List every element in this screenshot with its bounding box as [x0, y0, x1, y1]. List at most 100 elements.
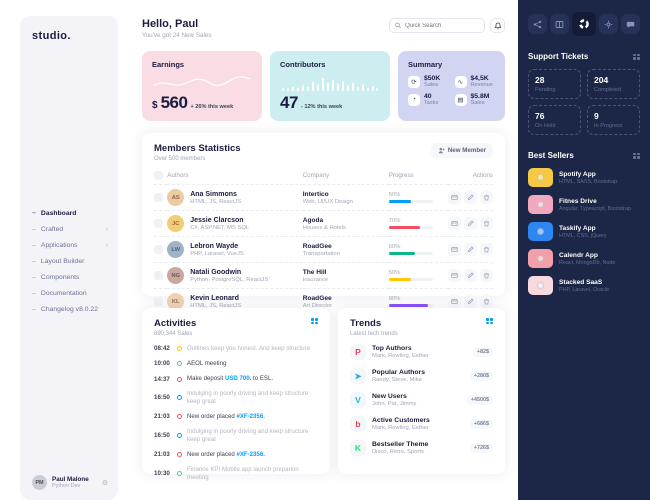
left-sidebar-wrap: studio. – Dashboard – Crafted › – Applicatio… — [0, 0, 130, 500]
activity-text: AEOL meeting — [187, 360, 227, 368]
gear-icon[interactable]: ⚙ — [101, 479, 108, 487]
view-button[interactable] — [448, 217, 461, 230]
search-input[interactable] — [405, 22, 479, 29]
new-users-brand-icon: V — [350, 392, 366, 408]
list-item[interactable]: V New Users John, Pat, Jimmy +4500$ — [350, 392, 493, 408]
activity-text: Indulging in poorly driving and keep str… — [187, 390, 309, 405]
chevron-right-icon: › — [105, 242, 108, 249]
new-member-button[interactable]: New Member — [430, 143, 493, 158]
contributors-value: 47 — [280, 93, 298, 112]
author-name[interactable]: Kevin Leonard — [190, 294, 239, 302]
row-checkbox[interactable] — [154, 245, 163, 254]
list-item[interactable]: ➤ Popular Authors Randy, Steve, Mike +280$ — [350, 368, 493, 384]
product-thumbnail — [528, 168, 553, 187]
list-item[interactable]: Fitnes Drive Angular, Typescript, Bootstr… — [528, 195, 640, 214]
delete-button[interactable] — [480, 269, 493, 282]
progress-bar — [388, 226, 433, 229]
view-button[interactable] — [448, 243, 461, 256]
activity-item: 10:00 AEOL meeting — [154, 360, 318, 368]
product-subtitle: PHP, Laravel, Oracle — [559, 286, 609, 293]
search-box[interactable] — [389, 18, 485, 33]
delete-button[interactable] — [480, 295, 493, 308]
activity-link[interactable]: #XF-2356. — [236, 450, 265, 458]
activity-link[interactable]: #XF-2356. — [236, 413, 265, 421]
edit-button[interactable] — [464, 269, 477, 282]
list-item[interactable]: Spotify App HTML, SASS, Bootstrap — [528, 168, 640, 187]
user-profile[interactable]: PM Paul Malone Python Dev ⚙ — [32, 475, 108, 490]
row-checkbox[interactable] — [154, 219, 163, 228]
column-company: Company — [302, 172, 330, 179]
row-checkbox[interactable] — [154, 297, 163, 306]
activities-subtitle: 890,344 Sales — [154, 331, 193, 337]
view-button[interactable] — [448, 191, 461, 204]
contributors-bar-sparkline — [282, 77, 378, 91]
activity-link[interactable]: USD 700. — [224, 375, 252, 383]
list-item[interactable]: K Bestseller Theme Disco, Retro, Sports +72… — [350, 440, 493, 456]
timeline-dot-icon — [177, 471, 182, 477]
contributors-card: Contributors 47 - 12% this week — [270, 51, 390, 121]
select-all-checkbox[interactable] — [154, 171, 163, 180]
author-name[interactable]: Ana Simmons — [190, 190, 237, 198]
settings-button[interactable] — [598, 14, 618, 34]
list-item[interactable]: Taskify App HTML, CSS, jQuery — [528, 222, 640, 241]
clock-icon: ◔ — [408, 93, 420, 106]
left-sidebar: studio. – Dashboard – Crafted › – Applicatio… — [20, 16, 118, 500]
list-item[interactable]: Calendr App React, MongoDb, Node — [528, 249, 640, 268]
row-checkbox[interactable] — [154, 271, 163, 280]
list-item[interactable]: b Active Customers Mark, Rowling, Esther +6… — [350, 416, 493, 432]
sidebar-item-dashboard[interactable]: – Dashboard — [32, 210, 108, 217]
sidebar-item-applications[interactable]: – Applications › — [32, 242, 108, 249]
edit-button[interactable] — [464, 191, 477, 204]
panel-menu-icon[interactable] — [633, 152, 640, 159]
sidebar-item-changelog[interactable]: – Changelog v8.0.22 — [32, 306, 108, 313]
sidebar-item-layout-builder[interactable]: – Layout Builder — [32, 258, 108, 265]
members-table: Authors Company Progress Actions AS Ana S… — [154, 168, 493, 314]
theme-button[interactable] — [572, 12, 596, 36]
summary-value: $50K — [424, 75, 441, 82]
contributors-title: Contributors — [280, 60, 326, 69]
donut-spinner-icon — [579, 19, 589, 29]
view-button[interactable] — [448, 269, 461, 282]
sidebar-item-documentation[interactable]: – Documentation — [32, 290, 108, 297]
list-item[interactable]: Stacked SaaS PHP, Laravel, Oracle — [528, 276, 640, 295]
company-name: The Hill — [302, 268, 327, 276]
earnings-sparkline — [153, 76, 251, 87]
delete-button[interactable] — [480, 217, 493, 230]
share-button[interactable] — [528, 14, 548, 34]
delete-button[interactable] — [480, 191, 493, 204]
author-name[interactable]: Lebron Wayde — [190, 242, 239, 250]
list-item[interactable]: P Top Authors Mark, Rowling, Esther +82$ — [350, 344, 493, 360]
edit-button[interactable] — [464, 217, 477, 230]
row-checkbox[interactable] — [154, 193, 163, 202]
layout-button[interactable] — [550, 14, 570, 34]
grid-icon: ▤ — [454, 93, 467, 106]
notifications-button[interactable] — [490, 18, 505, 33]
panel-menu-icon[interactable] — [486, 318, 493, 324]
timeline-dot-icon — [177, 452, 182, 458]
trash-icon — [484, 246, 489, 253]
panel-menu-icon[interactable] — [633, 53, 640, 60]
avatar: PM — [32, 475, 47, 490]
stat-tile-pending: 28 Pending — [528, 69, 581, 99]
stat-label: In Progress — [594, 123, 623, 129]
dash-icon: – — [32, 242, 36, 249]
panel-menu-icon[interactable] — [311, 318, 318, 324]
author-name[interactable]: Jessie Clarcson — [190, 216, 244, 224]
delete-button[interactable] — [480, 243, 493, 256]
popular-authors-brand-icon: ➤ — [350, 368, 366, 384]
activity-time: 21:03 — [154, 451, 170, 459]
sidebar-item-components[interactable]: – Components — [32, 274, 108, 281]
view-button[interactable] — [448, 295, 461, 308]
edit-button[interactable] — [464, 243, 477, 256]
sidebar-item-crafted[interactable]: – Crafted › — [32, 226, 108, 233]
trends-panel: Trends Latest tech trends P Top Authors Ma… — [338, 308, 505, 474]
chat-button[interactable] — [620, 14, 641, 34]
activity-time: 16:50 — [154, 432, 170, 440]
activity-item: 10:30 Finance KPI Mobile app launch prepa… — [154, 466, 318, 481]
right-rail: Support Tickets 28 Pending 204 Completed 7… — [518, 0, 650, 500]
author-name[interactable]: Natali Goodwin — [190, 268, 242, 276]
dash-icon: – — [32, 210, 36, 217]
best-sellers-title: Best Sellers — [528, 151, 574, 160]
edit-button[interactable] — [464, 295, 477, 308]
product-subtitle: Angular, Typescript, Bootstrap — [559, 205, 631, 212]
